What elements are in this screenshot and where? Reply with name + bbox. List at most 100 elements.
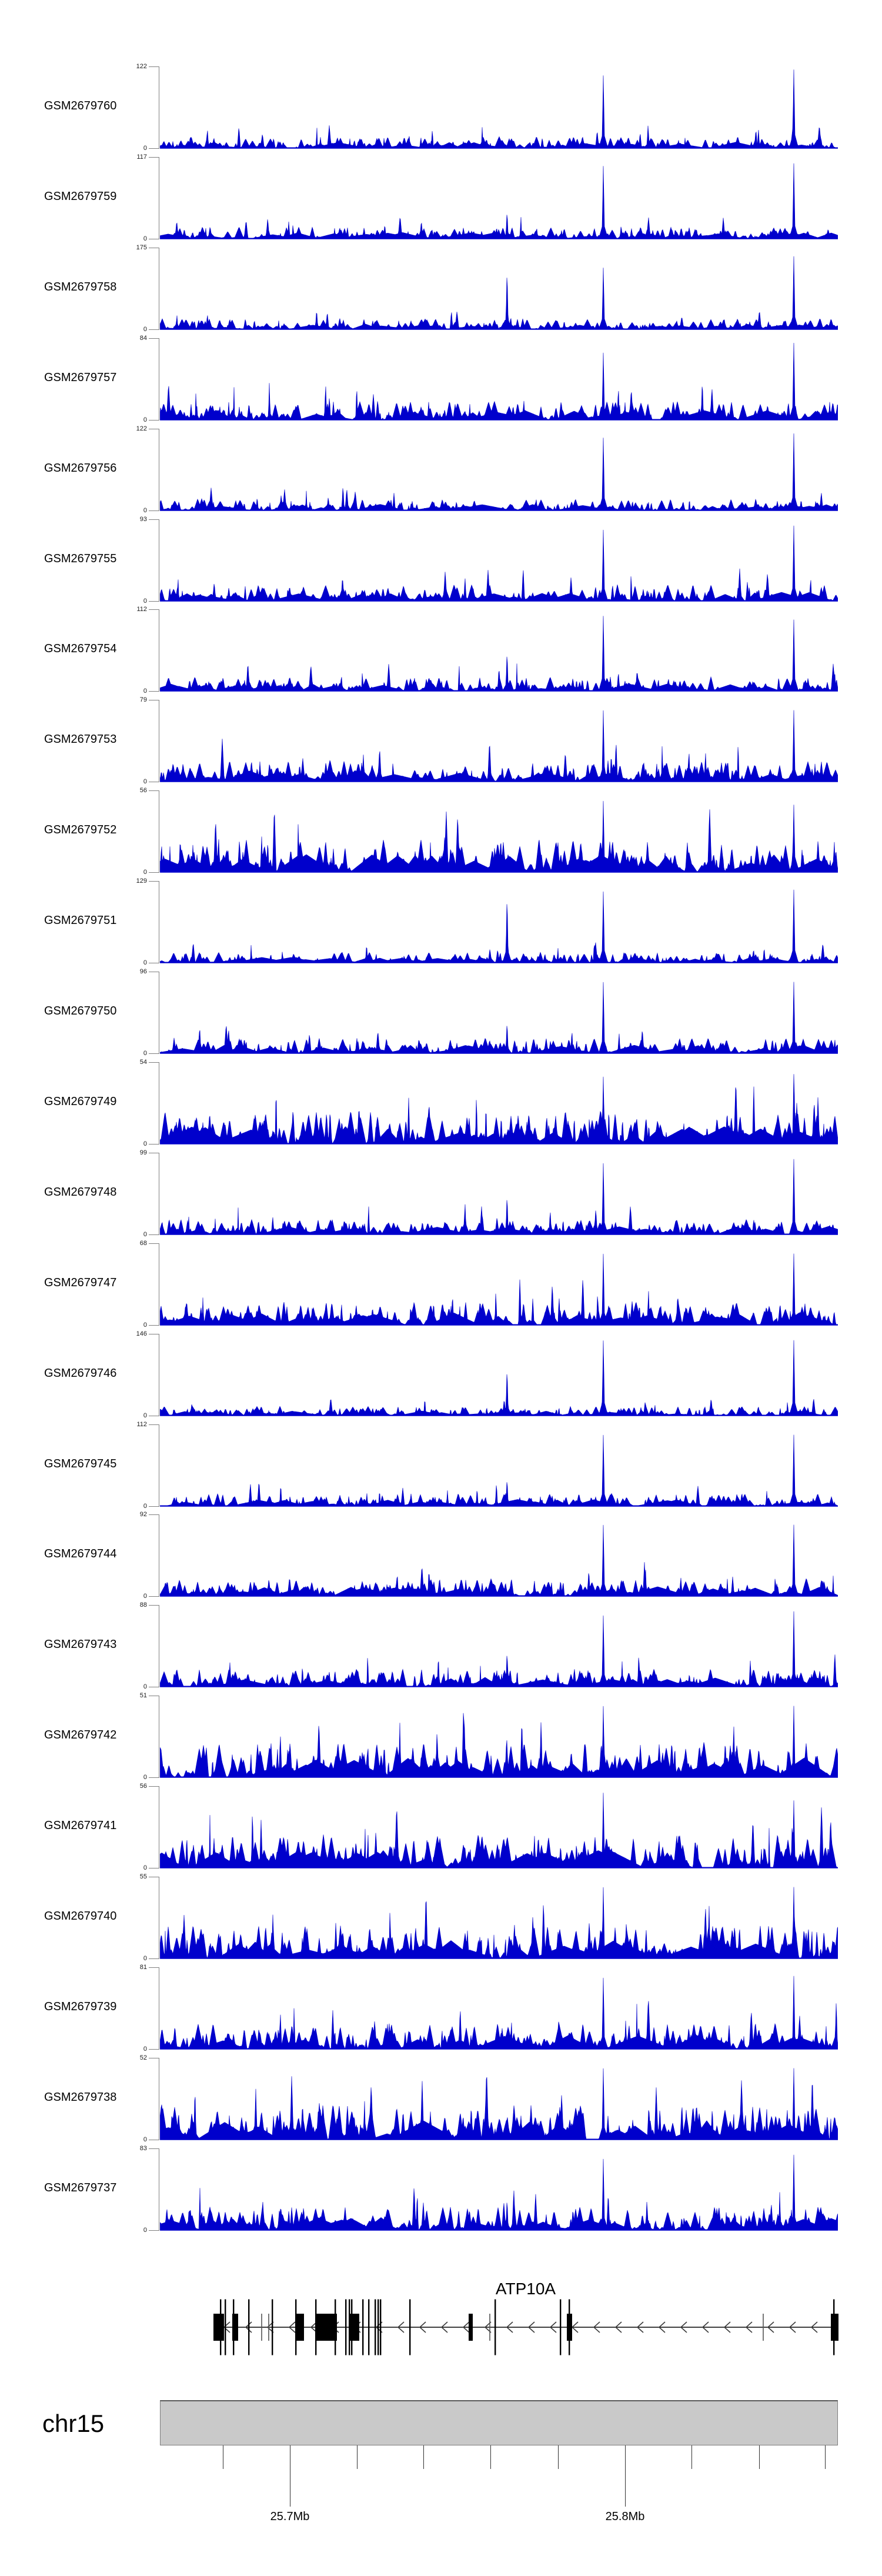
coverage-signal-area [160, 1611, 838, 1687]
y-axis-zero-label: 0 [143, 416, 147, 423]
strand-direction-chevron-left-icon [658, 2321, 666, 2333]
y-axis-zero-label: 0 [143, 1683, 147, 1690]
track-label: GSM2679742 [44, 1729, 117, 1741]
track-label: GSM2679752 [44, 823, 117, 836]
exon-tall-mark [377, 2299, 379, 2355]
y-axis-max-label: 112 [136, 1421, 147, 1428]
y-axis-max-label: 99 [139, 1149, 147, 1156]
y-axis-max-label: 122 [136, 63, 147, 70]
y-axis-tick-zero [149, 1234, 159, 1235]
y-axis-tick-zero [149, 1506, 159, 1507]
y-axis-tick-zero [149, 1777, 159, 1778]
y-axis-zero-label: 0 [143, 869, 147, 876]
y-axis-tick-max [149, 609, 159, 610]
track-label: GSM2679748 [44, 1186, 117, 1199]
strand-direction-chevron-left-icon [266, 2321, 274, 2333]
exon-tall-mark [362, 2299, 364, 2355]
exon-tall-mark [345, 2299, 347, 2355]
exon-box [567, 2314, 572, 2341]
exon-tall-mark [248, 2299, 250, 2355]
strand-direction-chevron-left-icon [397, 2321, 405, 2333]
coverage-signal-area [160, 1793, 838, 1868]
exon-thin-mark [268, 2314, 269, 2341]
y-axis-max-label: 93 [139, 516, 147, 523]
gene-model [213, 2299, 838, 2355]
strand-direction-chevron-left-icon [767, 2321, 774, 2333]
y-axis-max-label: 129 [136, 877, 147, 885]
track-label: GSM2679747 [44, 1276, 117, 1289]
track-label: GSM2679740 [44, 1910, 117, 1923]
y-axis-tick-max [149, 519, 159, 520]
y-axis-max-label: 88 [139, 1601, 147, 1609]
strand-direction-chevron-left-icon [810, 2321, 818, 2333]
y-axis-tick-zero [149, 1325, 159, 1326]
y-axis-zero-label: 0 [143, 1774, 147, 1781]
strand-direction-chevron-left-icon [549, 2321, 557, 2333]
coverage-signal-area [160, 800, 838, 873]
ruler-tick-minor [490, 2445, 491, 2469]
strand-direction-chevron-left-icon [723, 2321, 731, 2333]
track-label: GSM2679750 [44, 1005, 117, 1017]
y-axis-max-label: 52 [139, 2054, 147, 2061]
y-axis-zero-label: 0 [143, 1050, 147, 1057]
coverage-signal-area [160, 69, 838, 149]
y-axis-tick-zero [149, 420, 159, 421]
y-axis-tick-max [149, 157, 159, 158]
track-label: GSM2679755 [44, 552, 117, 565]
y-axis-zero-label: 0 [143, 326, 147, 333]
ruler-position-label: 25.7Mb [270, 2510, 310, 2523]
y-axis-zero-label: 0 [143, 1864, 147, 1871]
y-axis-max-label: 54 [139, 1059, 147, 1066]
y-axis-max-label: 117 [136, 154, 147, 161]
ruler-position-label: 25.8Mb [605, 2510, 645, 2523]
strand-direction-chevron-left-icon [636, 2321, 644, 2333]
y-axis-tick-max [149, 1514, 159, 1515]
coverage-signal-area [160, 1340, 838, 1416]
y-axis-max-label: 175 [136, 244, 147, 251]
gene-name-label: ATP10A [495, 2280, 556, 2298]
y-axis-max-label: 55 [139, 1873, 147, 1880]
y-axis-tick-max [149, 1062, 159, 1063]
y-axis-zero-label: 0 [143, 1322, 147, 1329]
coverage-signal-area [160, 1524, 838, 1597]
strand-direction-chevron-left-icon [701, 2321, 709, 2333]
y-axis-tick-max [149, 2148, 159, 2149]
coverage-signal-area [160, 982, 838, 1054]
exon-tall-mark [409, 2299, 411, 2355]
strand-direction-chevron-left-icon [680, 2321, 687, 2333]
y-axis-tick-zero [149, 691, 159, 692]
exon-thin-mark [261, 2314, 262, 2341]
y-axis-tick-max [149, 1786, 159, 1787]
y-axis-tick-zero [149, 1596, 159, 1597]
y-axis-tick-max [149, 1243, 159, 1244]
track-label: GSM2679745 [44, 1457, 117, 1470]
y-axis-tick-zero [149, 329, 159, 330]
track-label: GSM2679756 [44, 462, 117, 475]
track-label: GSM2679744 [44, 1547, 117, 1560]
y-axis-zero-label: 0 [143, 1412, 147, 1419]
exon-tall-mark [349, 2299, 350, 2355]
ruler-tick-minor [825, 2445, 826, 2469]
y-axis-tick-max [149, 1967, 159, 1968]
coverage-signal-area [160, 1976, 838, 2050]
ruler-tick-minor [558, 2445, 559, 2469]
y-axis-zero-label: 0 [143, 145, 147, 152]
strand-direction-chevron-left-icon [245, 2321, 252, 2333]
y-axis-tick-zero [149, 148, 159, 149]
coverage-signal-area [160, 433, 838, 511]
exon-tall-mark [380, 2299, 382, 2355]
y-axis-zero-label: 0 [143, 1231, 147, 1238]
y-axis-max-label: 81 [139, 1964, 147, 1971]
exon-box [831, 2314, 838, 2341]
y-axis-tick-max [149, 1605, 159, 1606]
exon-box [469, 2314, 473, 2341]
ruler-tick-minor [691, 2445, 692, 2469]
strand-direction-chevron-left-icon [419, 2321, 426, 2333]
y-axis-zero-label: 0 [143, 1955, 147, 1962]
track-label: GSM2679759 [44, 190, 117, 203]
coverage-signal-area [160, 2154, 838, 2231]
y-axis-max-label: 92 [139, 1511, 147, 1518]
strand-direction-chevron-left-icon [527, 2321, 535, 2333]
y-axis-max-label: 83 [139, 2145, 147, 2152]
coverage-signal-area [160, 710, 838, 782]
